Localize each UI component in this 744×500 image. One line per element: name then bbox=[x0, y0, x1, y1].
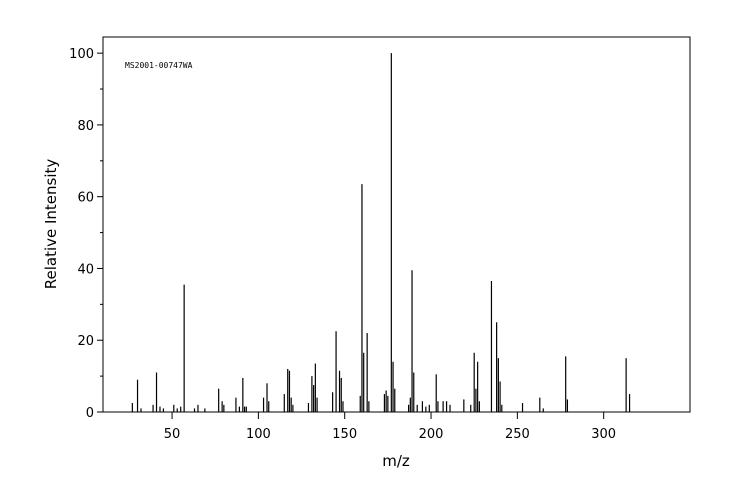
x-tick-label: 150 bbox=[332, 427, 357, 442]
x-tick-label: 300 bbox=[591, 427, 616, 442]
y-tick-label: 40 bbox=[77, 262, 94, 277]
y-tick-label: 60 bbox=[77, 191, 94, 206]
x-tick-label: 100 bbox=[246, 427, 271, 442]
y-axis-title: Relative Intensity bbox=[42, 159, 60, 290]
y-tick-label: 80 bbox=[77, 119, 94, 134]
annotation: MS2001-00747WA bbox=[125, 61, 193, 70]
y-tick-label: 100 bbox=[69, 47, 94, 62]
x-tick-label: 200 bbox=[419, 427, 444, 442]
plot-frame bbox=[102, 36, 691, 413]
y-tick-label: 20 bbox=[77, 334, 94, 349]
x-axis-title: m/z bbox=[382, 452, 410, 470]
y-tick-label: 0 bbox=[86, 406, 94, 421]
x-tick-label: 50 bbox=[164, 427, 181, 442]
x-tick-label: 250 bbox=[505, 427, 530, 442]
